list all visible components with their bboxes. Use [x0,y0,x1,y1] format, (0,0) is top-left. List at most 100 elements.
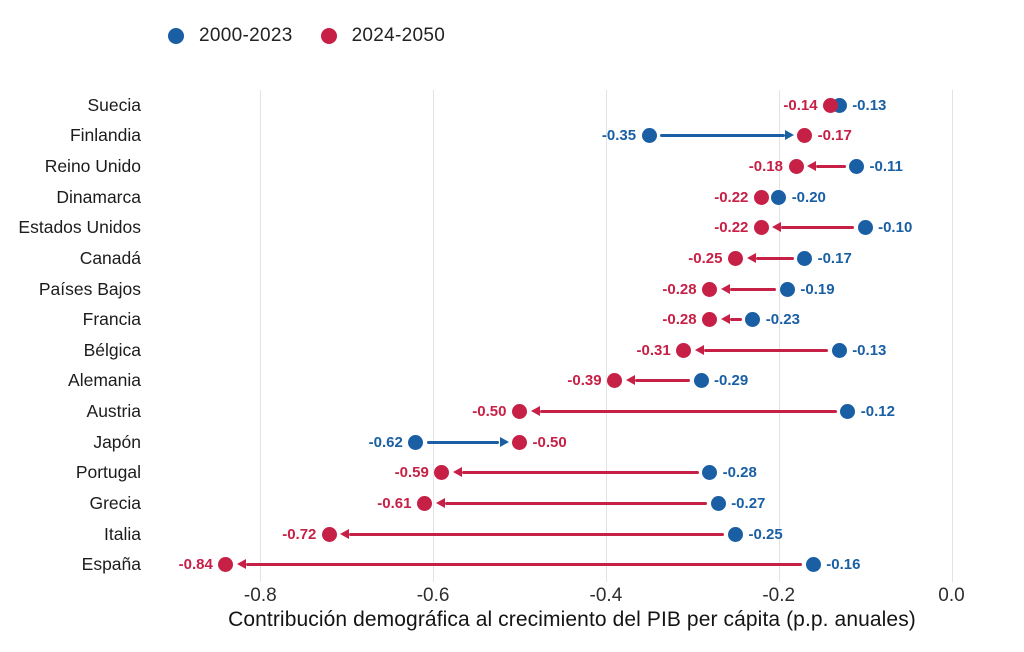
change-arrow-head-icon [625,375,635,386]
value-label: -0.13 [852,96,887,114]
change-arrow-line [755,256,794,260]
change-arrow-line [426,440,500,444]
country-label-reino-unido: Reino Unido [44,156,141,177]
change-arrow-line [729,287,777,291]
country-label-españa: España [81,554,141,575]
value-label: -0.29 [714,372,749,390]
data-dot-2024-2050 [797,128,813,144]
x-axis-title: Contribución demográfica al crecimiento … [228,608,916,631]
data-dot-2024-2050 [728,250,743,266]
data-dot-2000-2023 [641,128,657,144]
x-axis-tick-labels: -0.8 -0.6 -0.4 -0.2 0.0 [0,585,1024,609]
country-label-canadá: Canadá [79,247,141,268]
plot-area: -0.14 -0.13 -0.35 -0.17 -0.18 -0.11 -0.22 -0.20… [148,90,1012,582]
chart-legend: 2000-2023 2024-2050 [168,25,445,47]
change-arrow-head-icon [499,436,509,447]
change-arrow-line [729,318,742,322]
data-dot-2024-2050 [417,495,432,511]
gridline--0.6 [433,90,435,582]
data-dot-2024-2050 [676,342,692,358]
value-label: -0.23 [765,311,800,329]
data-dot-2024-2050 [753,189,769,205]
value-label: -0.61 [377,494,412,512]
change-arrow-head-icon [720,283,730,294]
data-dot-2000-2023 [693,373,709,389]
x-tick-label: 0.0 [938,585,965,606]
change-arrow-line [444,501,708,505]
data-dot-2000-2023 [831,342,847,358]
country-label-francia: Francia [82,309,141,330]
x-tick-label: -0.2 [762,585,796,606]
value-label: -0.50 [472,403,507,421]
value-label: -0.19 [800,280,835,298]
legend-item-2024-2050: 2024-2050 [320,25,446,47]
value-label: -0.17 [817,249,852,267]
legend-label-2024-2050: 2024-2050 [351,25,446,46]
change-arrow-line [816,165,846,169]
data-dot-2000-2023 [840,404,856,420]
change-arrow-line [703,348,829,352]
x-tick-label: -0.8 [243,585,277,606]
value-label: -0.18 [748,158,783,176]
change-arrow-line [781,226,855,230]
data-dot-2000-2023 [857,220,873,236]
change-arrow-line [349,532,725,536]
value-label: -0.39 [567,372,602,390]
legend-item-2000-2023: 2000-2023 [168,25,293,47]
data-dot-2000-2023 [805,557,821,573]
value-label: -0.27 [731,494,766,512]
value-label: -0.11 [869,158,903,176]
value-label: -0.16 [826,556,861,574]
value-label: -0.20 [791,188,826,206]
gridline--0.2 [778,90,780,582]
value-label: -0.22 [714,188,749,206]
country-label-dinamarca: Dinamarca [56,186,141,207]
country-label-grecia: Grecia [89,492,141,513]
value-label: -0.10 [878,219,913,237]
legend-dot-red-icon [320,28,337,44]
change-arrow-head-icon [694,344,704,355]
value-label: -0.28 [662,280,697,298]
data-dot-2000-2023 [408,434,424,450]
data-dot-2024-2050 [321,526,337,542]
country-label-alemania: Alemania [68,370,141,391]
value-label: -0.17 [817,127,852,145]
value-label: -0.31 [636,341,671,359]
y-axis-country-labels: Suecia Finlandia Reino Unido Dinamarca Estad… [0,90,141,582]
data-dot-2000-2023 [849,159,864,175]
data-dot-2024-2050 [823,97,839,113]
legend-dot-blue-icon [168,28,184,44]
country-label-estados-unidos: Estados Unidos [18,217,141,238]
change-arrow-head-icon [236,559,246,570]
data-dot-2024-2050 [218,557,234,573]
change-arrow-head-icon [807,161,816,172]
country-label-austria: Austria [86,401,141,422]
change-arrow-head-icon [435,497,445,508]
data-dot-2000-2023 [779,281,795,297]
country-label-bélgica: Bélgica [83,339,141,360]
value-label: -0.35 [601,127,637,145]
data-dot-2024-2050 [512,434,527,450]
data-dot-2024-2050 [702,312,718,328]
change-arrow-head-icon [452,467,462,478]
country-label-portugal: Portugal [75,462,141,483]
data-dot-2000-2023 [771,189,787,205]
value-label: -0.59 [394,464,429,482]
change-arrow-line [245,563,803,567]
value-label: -0.25 [688,249,723,267]
change-arrow-head-icon [340,528,350,539]
value-label: -0.50 [532,433,567,451]
value-label: -0.25 [748,525,783,543]
data-dot-2000-2023 [728,526,743,542]
change-arrow-line [660,134,785,138]
change-arrow-line [634,379,690,383]
change-arrow-head-icon [530,406,540,417]
value-label: -0.28 [662,311,697,329]
country-label-suecia: Suecia [87,94,141,115]
data-dot-2000-2023 [710,495,726,511]
value-label: -0.72 [282,525,317,543]
data-dot-2000-2023 [797,250,813,266]
country-label-finlandia: Finlandia [69,125,141,146]
gridline--0.4 [605,90,607,582]
data-dot-2024-2050 [434,465,450,481]
